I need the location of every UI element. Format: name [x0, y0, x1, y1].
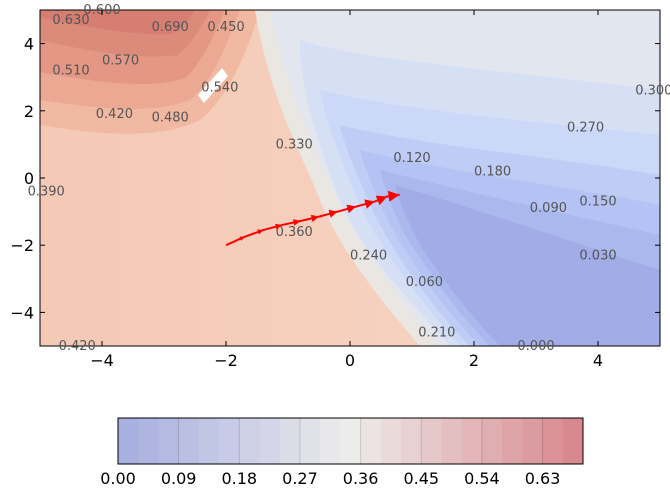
colorbar-cell: [158, 418, 180, 464]
y-tick-label: 0: [24, 169, 34, 188]
path-arrowhead: [346, 204, 357, 214]
colorbar-cell: [259, 418, 281, 464]
contour-label: 0.120: [393, 151, 430, 166]
contour-label: 0.630: [52, 13, 89, 28]
contour-fills: [40, 10, 660, 346]
colorbar-cell: [461, 418, 483, 464]
contour-label: 0.090: [530, 201, 567, 216]
colorbar-cell: [542, 418, 564, 464]
colorbar-cell: [138, 418, 159, 464]
contour-label: 0.570: [102, 53, 139, 68]
contour-label: 0.450: [207, 20, 244, 35]
colorbar: 0.00 0.09 0.18 0.27 0.36 0.45 0.54 0.63: [100, 417, 584, 488]
contour-label: 0.540: [201, 80, 238, 95]
contour-label: 0.030: [579, 248, 616, 263]
path-arrowhead: [239, 236, 245, 241]
colorbar-cell: [118, 418, 139, 464]
colorbar-cell: [481, 418, 503, 464]
contour-band-cool-6: [395, 185, 660, 346]
contour-label: 0.420: [96, 107, 133, 122]
colorbar-cell: [198, 418, 220, 464]
path-arrowhead: [310, 214, 319, 223]
colorbar-cell: [502, 418, 523, 464]
contour-label: 0.210: [418, 326, 455, 341]
colorbar-tick-label: 0.54: [464, 469, 500, 488]
x-tick-label: 4: [593, 351, 603, 370]
colorbar-cell: [239, 418, 261, 464]
contour-label: 0.420: [59, 339, 96, 354]
y-axis-ticks: 4 2 0 −2 −4: [10, 35, 660, 322]
path-arrowhead: [328, 209, 338, 218]
x-tick-label: −2: [214, 351, 238, 370]
y-tick-label: 2: [24, 102, 34, 121]
colorbar-tick-label: 0.18: [221, 469, 257, 488]
x-tick-label: 2: [469, 351, 479, 370]
y-tick-label: −4: [10, 303, 34, 322]
colorbar-cells: [118, 418, 584, 464]
colorbar-cell: [360, 418, 382, 464]
x-tick-label: −4: [90, 351, 114, 370]
contour-label: 0.000: [517, 339, 554, 354]
path-arrowhead: [257, 229, 264, 235]
contour-white-gap: [198, 68, 228, 103]
colorbar-tick-label: 0.45: [403, 469, 439, 488]
optimization-path: [225, 190, 400, 247]
contour-label: 0.480: [152, 111, 189, 126]
contour-label: 0.300: [635, 84, 670, 99]
contour-label: 0.690: [152, 20, 189, 35]
colorbar-cell: [299, 418, 321, 464]
colorbar-tick-label: 0.00: [100, 469, 136, 488]
colorbar-tick-label: 0.27: [282, 469, 318, 488]
colorbar-cell: [401, 418, 422, 464]
contour-band-warm-5: [40, 10, 195, 35]
y-tick-label: 4: [24, 35, 34, 54]
colorbar-cell: [441, 418, 463, 464]
path-arrowhead: [387, 190, 400, 202]
colorbar-cell: [279, 418, 301, 464]
colorbar-ticks: 0.00 0.09 0.18 0.27 0.36 0.45 0.54 0.63: [100, 418, 560, 488]
contour-label: 0.240: [350, 248, 387, 263]
path-arrowhead: [275, 223, 282, 230]
colorbar-cell: [562, 418, 584, 464]
contour-label: 0.150: [579, 195, 616, 210]
colorbar-frame: [117, 417, 584, 465]
contour-label: 0.390: [28, 184, 65, 199]
colorbar-cell: [219, 418, 240, 464]
colorbar-cell: [522, 418, 544, 464]
colorbar-tick-label: 0.36: [343, 469, 379, 488]
contour-label: 0.330: [276, 137, 313, 152]
colorbar-tick-label: 0.09: [161, 469, 197, 488]
contour-label: 0.360: [276, 225, 313, 240]
contour-label: 0.510: [52, 63, 89, 78]
colorbar-cell: [320, 418, 341, 464]
colorbar-cell: [178, 418, 200, 464]
colorbar-tick-label: 0.63: [525, 469, 561, 488]
x-axis-ticks: −4 −2 0 2 4: [90, 10, 603, 370]
path-arrowhead: [293, 219, 301, 226]
colorbar-cell: [340, 418, 362, 464]
contour-label: 0.060: [406, 275, 443, 290]
contour-label: 0.180: [474, 164, 511, 179]
path-arrowhead: [364, 199, 375, 209]
contour-label: 0.270: [567, 121, 604, 136]
colorbar-cell: [421, 418, 442, 464]
x-tick-label: 0: [345, 351, 355, 370]
colorbar-cell: [380, 418, 402, 464]
path-arrowhead: [375, 195, 388, 206]
y-tick-label: −2: [10, 236, 34, 255]
